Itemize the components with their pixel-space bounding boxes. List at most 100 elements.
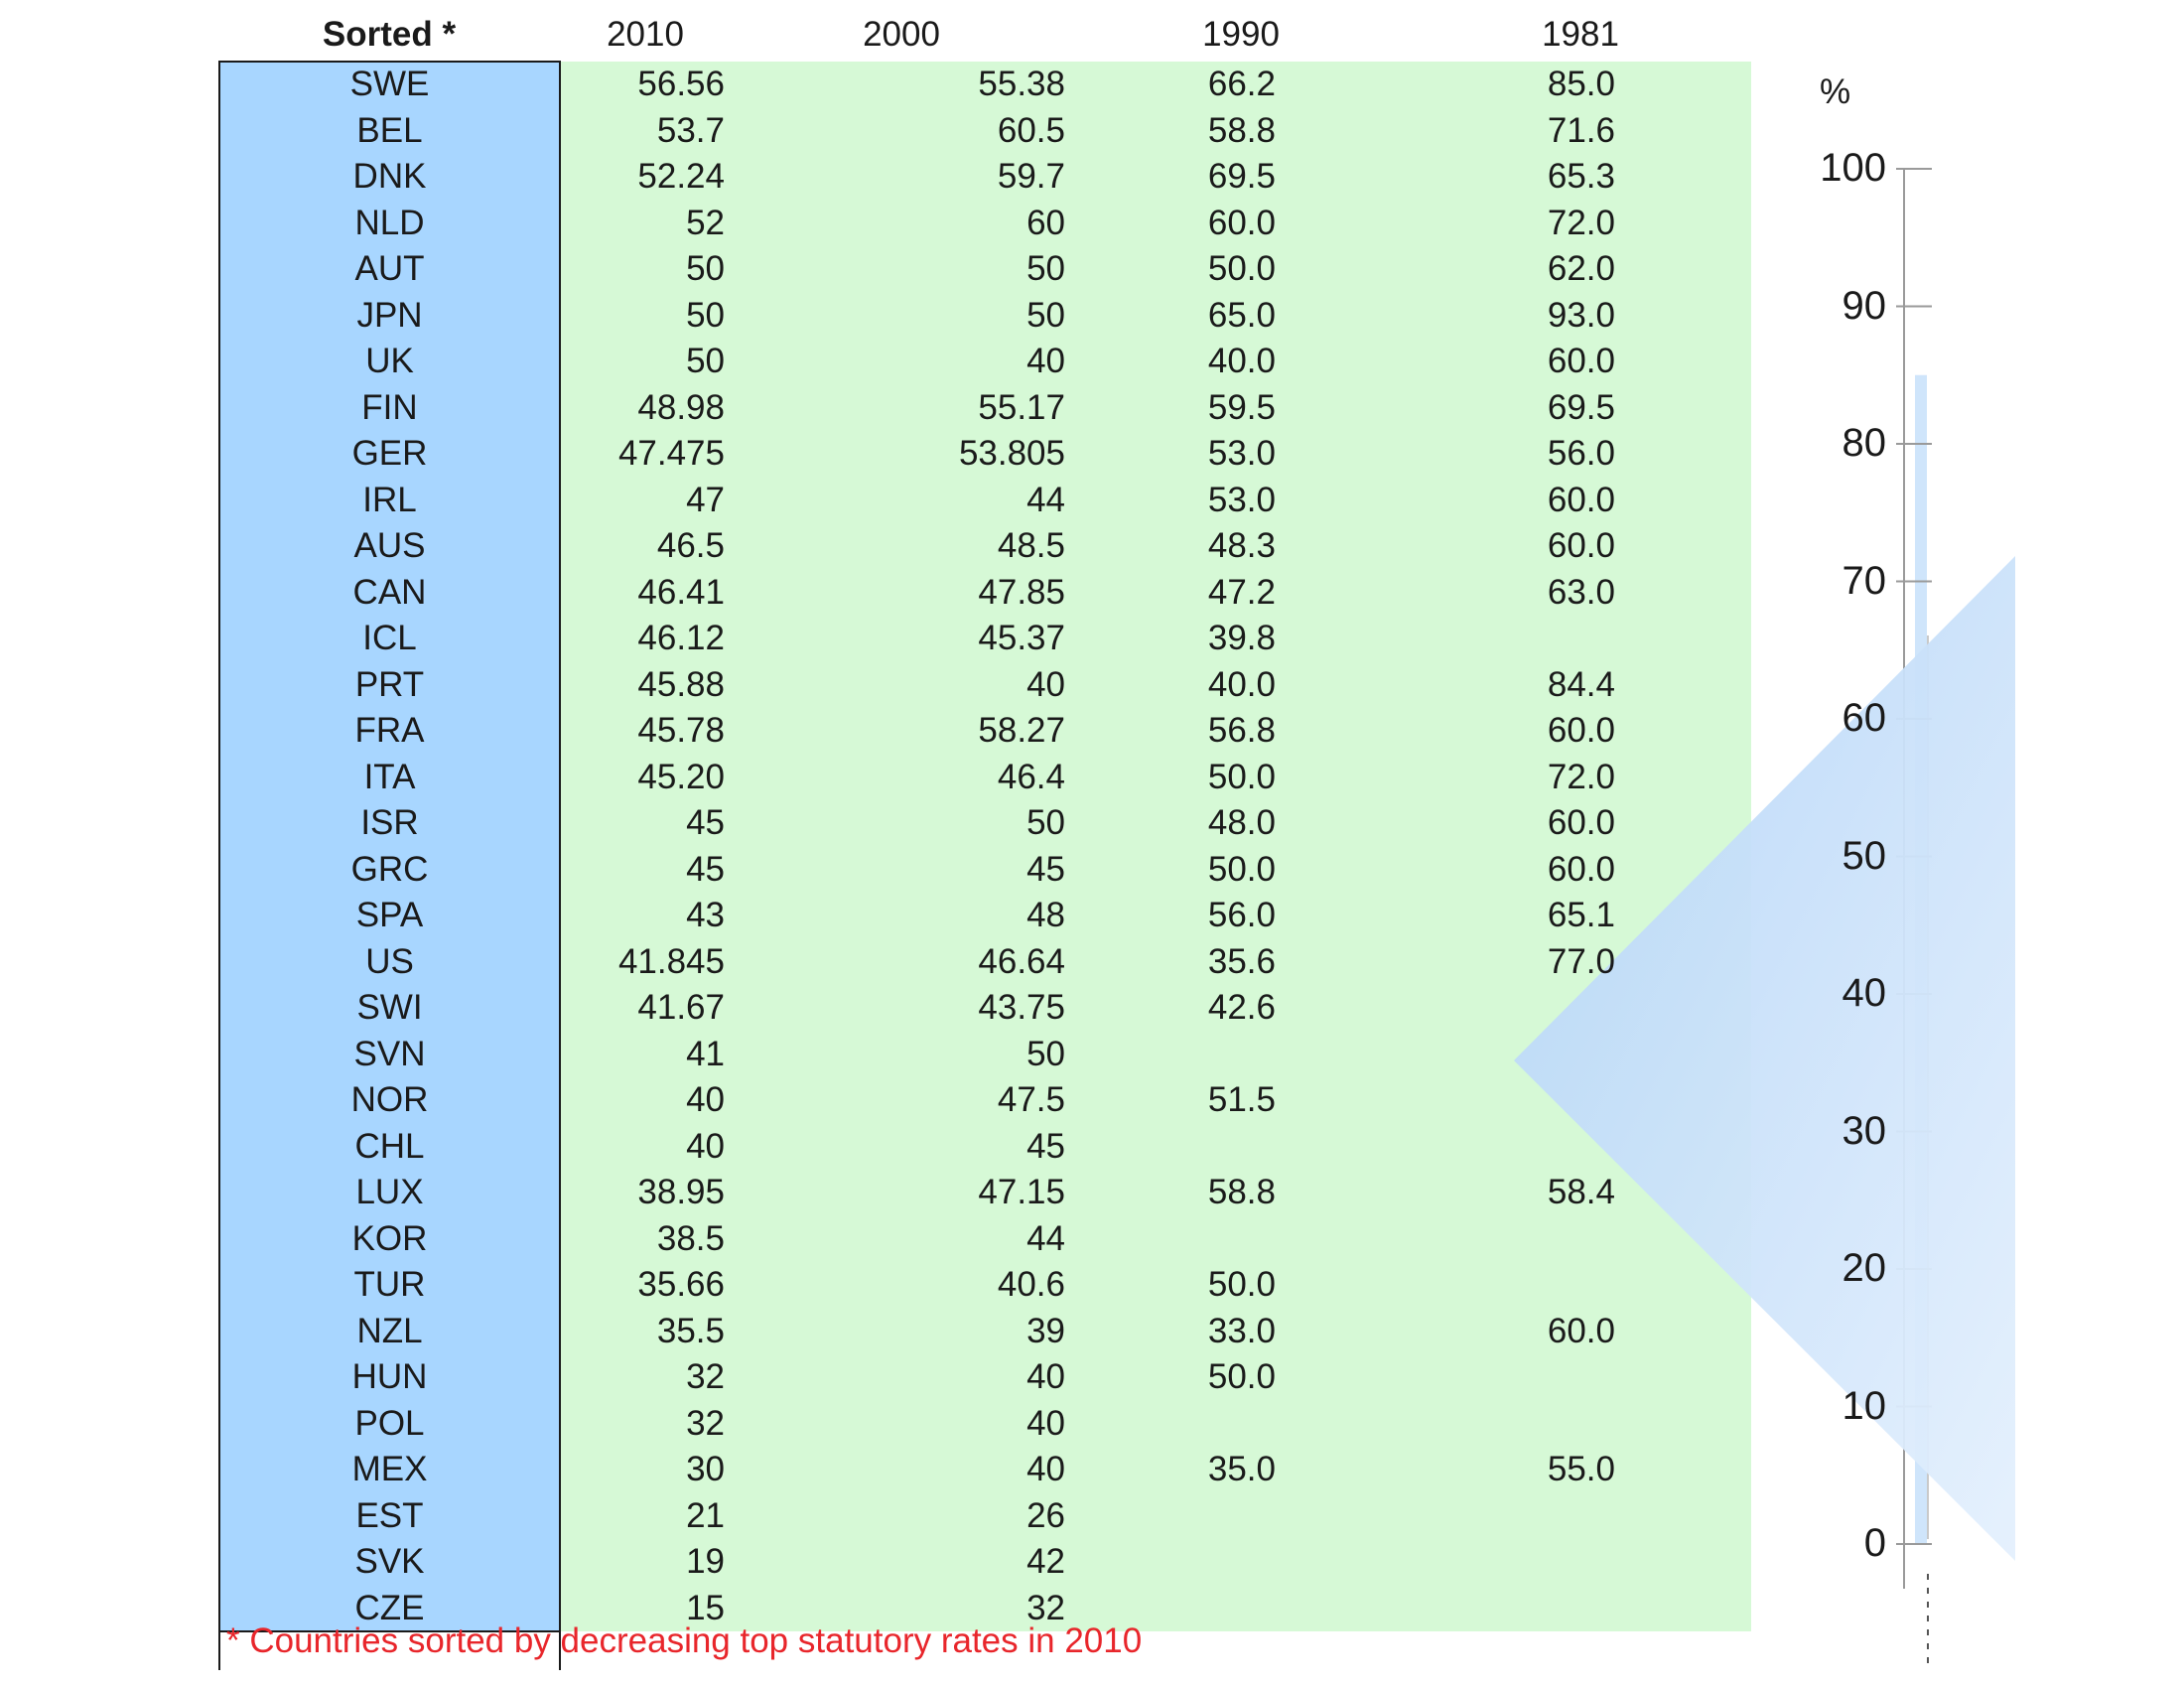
value-cell-1990: 50.0 — [1207, 757, 1276, 796]
value-cell-2000: 40.6 — [997, 1265, 1065, 1304]
country-cell: IRL — [362, 480, 417, 519]
country-cell: SPA — [355, 896, 424, 934]
value-cell-2000: 39 — [1026, 1311, 1065, 1350]
value-cell-2010: 45 — [686, 849, 725, 889]
value-cell-1990: 42.6 — [1207, 988, 1276, 1027]
value-cell-1981: 72.0 — [1547, 203, 1615, 242]
country-cell: HUN — [351, 1357, 428, 1396]
value-cell-1990: 65.0 — [1207, 295, 1276, 335]
value-cell-2010: 30 — [686, 1450, 725, 1488]
value-cell-2000: 55.17 — [978, 387, 1065, 427]
axis-tick-label: 40 — [1842, 971, 1887, 1015]
country-cell: SWI — [356, 988, 423, 1027]
value-cell-1990: 60.0 — [1207, 203, 1276, 242]
value-cell-1981: 69.5 — [1547, 387, 1615, 427]
axis-unit-label: % — [1820, 72, 1851, 111]
value-cell-1990: 53.0 — [1207, 480, 1276, 519]
value-cell-2010: 52 — [686, 203, 725, 242]
value-cell-2000: 50 — [1026, 249, 1065, 288]
value-cell-2010: 50 — [686, 342, 725, 380]
value-cell-2000: 47.85 — [978, 572, 1065, 612]
value-cell-2010: 46.12 — [637, 619, 725, 657]
value-cell-1990: 48.0 — [1207, 803, 1276, 842]
value-cell-2010: 38.95 — [637, 1173, 725, 1211]
country-cell: NLD — [354, 203, 425, 242]
value-cell-2000: 40 — [1026, 1450, 1065, 1488]
value-cell-1981: 56.0 — [1547, 434, 1615, 473]
country-cell: SVN — [353, 1034, 426, 1073]
value-cell-1990: 50.0 — [1207, 249, 1276, 288]
country-cell: AUT — [354, 249, 425, 288]
value-cell-1990: 35.0 — [1207, 1450, 1276, 1488]
header-year-2000: 2000 — [863, 15, 940, 54]
value-cell-2010: 47 — [686, 480, 725, 519]
value-cell-2010: 53.7 — [656, 110, 725, 150]
value-cell-1990: 56.0 — [1207, 896, 1276, 934]
country-column-background — [218, 61, 561, 1632]
value-cell-2000: 44 — [1026, 1218, 1065, 1258]
header-sorted: Sorted * — [322, 15, 457, 54]
value-cell-1981: 93.0 — [1547, 295, 1615, 335]
country-cell: JPN — [356, 295, 423, 335]
value-cell-1990: 39.8 — [1207, 619, 1276, 657]
country-cell: ITA — [363, 757, 416, 796]
axis-tick-label: 70 — [1842, 558, 1887, 603]
value-cell-1990: 66.2 — [1207, 65, 1276, 103]
axis-tick-label: 50 — [1842, 833, 1887, 878]
value-cell-2010: 50 — [686, 295, 725, 335]
value-cell-2000: 40 — [1026, 1403, 1065, 1443]
value-cell-1990: 40.0 — [1207, 664, 1276, 704]
value-cell-1981: 84.4 — [1547, 664, 1615, 704]
value-cell-1981: 65.3 — [1547, 157, 1615, 196]
value-cell-1990: 59.5 — [1207, 387, 1276, 427]
value-cell-2010: 19 — [686, 1542, 725, 1581]
value-cell-2010: 41.845 — [617, 941, 725, 981]
value-cell-2010: 35.5 — [656, 1311, 725, 1350]
value-cell-2010: 32 — [686, 1357, 725, 1396]
value-cell-1990: 50.0 — [1207, 1265, 1276, 1304]
country-cell: PRT — [354, 664, 425, 704]
value-cell-2010: 46.41 — [637, 572, 725, 612]
value-cell-2010: 50 — [686, 249, 725, 288]
value-cell-2000: 48 — [1026, 896, 1065, 934]
value-cell-1981: 60.0 — [1547, 342, 1615, 380]
value-cell-1990: 50.0 — [1207, 849, 1276, 889]
value-cell-1990: 50.0 — [1207, 1357, 1276, 1396]
value-cell-1981: 60.0 — [1547, 849, 1615, 889]
country-cell: UK — [365, 342, 414, 380]
value-cell-2000: 59.7 — [997, 157, 1065, 196]
country-cell: LUX — [355, 1173, 424, 1211]
value-cell-1981: 63.0 — [1547, 572, 1615, 612]
value-cell-1981: 85.0 — [1547, 65, 1615, 103]
value-cell-2010: 32 — [686, 1403, 725, 1443]
value-cell-1990: 58.8 — [1207, 110, 1276, 150]
value-cell-2010: 56.56 — [637, 65, 725, 103]
value-cell-2010: 45 — [686, 803, 725, 842]
axis-tick-label: 80 — [1842, 421, 1887, 465]
value-cell-2010: 40 — [686, 1126, 725, 1166]
value-cell-2010: 46.5 — [656, 526, 725, 565]
value-cell-2010: 38.5 — [656, 1218, 725, 1258]
value-cell-2000: 42 — [1026, 1542, 1065, 1581]
value-cell-2000: 60.5 — [997, 110, 1065, 150]
value-cell-1990: 48.3 — [1207, 526, 1276, 565]
value-cell-1981: 71.6 — [1547, 110, 1615, 150]
value-cell-2010: 41 — [686, 1034, 725, 1073]
value-cell-2000: 45 — [1026, 1126, 1065, 1166]
value-cell-2010: 47.475 — [617, 434, 725, 473]
country-cell: MEX — [351, 1450, 428, 1488]
value-cell-1981: 77.0 — [1547, 941, 1615, 981]
value-cell-2000: 40 — [1026, 342, 1065, 380]
value-cell-2000: 50 — [1026, 295, 1065, 335]
country-cell: FIN — [361, 387, 418, 427]
value-cell-1981: 60.0 — [1547, 803, 1615, 842]
value-cell-1981: 65.1 — [1547, 896, 1615, 934]
axis-tick-label: 10 — [1842, 1383, 1887, 1428]
value-cell-1981: 60.0 — [1547, 526, 1615, 565]
value-cell-2000: 50 — [1026, 1034, 1065, 1073]
value-cell-2000: 60 — [1026, 203, 1065, 242]
country-cell: GER — [351, 434, 428, 473]
value-cell-1990: 69.5 — [1207, 157, 1276, 196]
value-cell-1981: 60.0 — [1547, 480, 1615, 519]
